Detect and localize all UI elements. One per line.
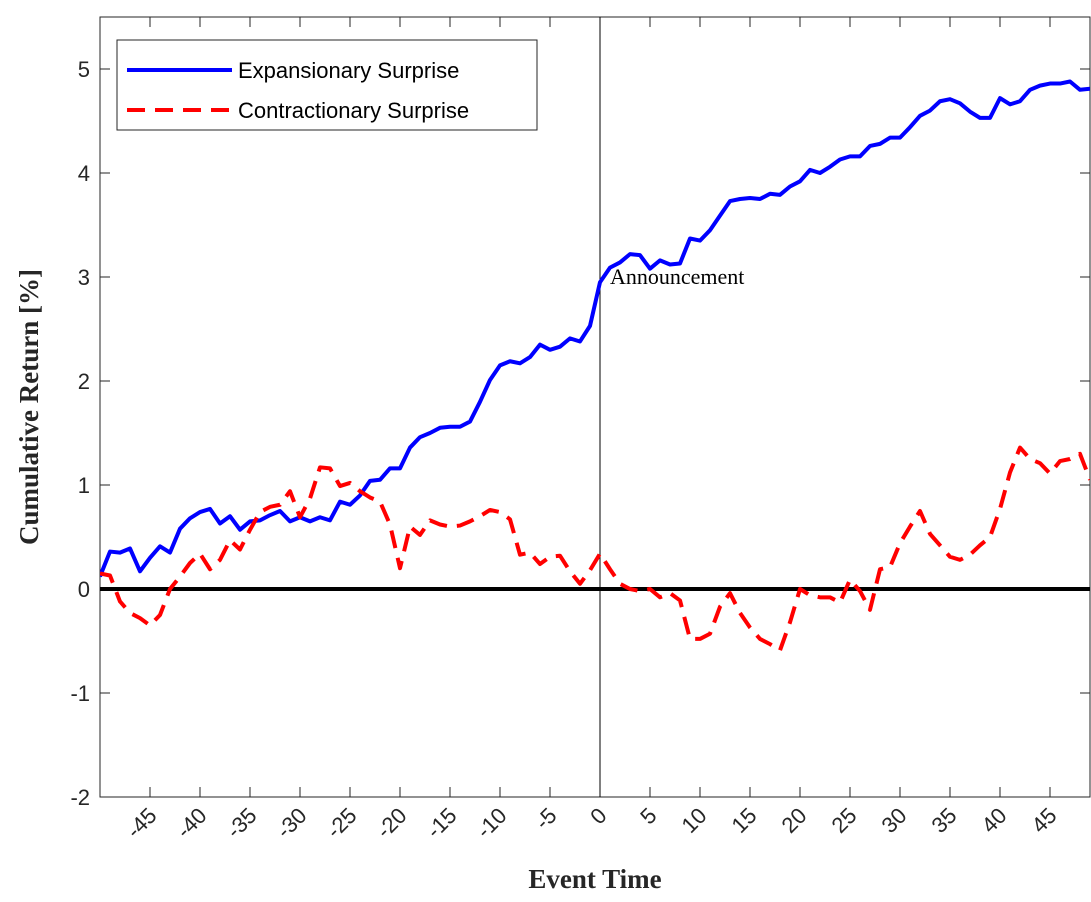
x-tick-label: 10	[677, 803, 712, 838]
data-line	[100, 79, 1090, 578]
data-line	[100, 445, 1090, 653]
x-tick-label: 0	[585, 803, 611, 829]
x-tick-label: -25	[321, 803, 361, 843]
x-tick-label: 40	[977, 803, 1012, 838]
x-tick-label: -35	[221, 803, 261, 843]
legend-label: Contractionary Surprise	[238, 98, 469, 123]
x-tick-label: 35	[927, 803, 962, 838]
x-tick-label: 20	[777, 803, 812, 838]
y-tick-label: 0	[78, 577, 90, 602]
y-tick-label: -2	[70, 785, 90, 810]
x-tick-label: -5	[530, 803, 562, 835]
x-tick-label: -30	[271, 803, 311, 843]
x-tick-label: -20	[371, 803, 411, 843]
y-tick-label: 3	[78, 265, 90, 290]
legend-box	[116, 39, 538, 131]
y-tick-label: 1	[78, 473, 90, 498]
x-tick-label: -40	[171, 803, 211, 843]
y-tick-label: 4	[78, 161, 90, 186]
x-tick-label: 25	[827, 803, 862, 838]
x-tick-label: 15	[727, 803, 762, 838]
y-tick-label: 2	[78, 369, 90, 394]
x-tick-label: 30	[877, 803, 912, 838]
plot-area	[99, 16, 1091, 798]
legend-label: Expansionary Surprise	[238, 58, 459, 83]
x-tick-label: 45	[1027, 803, 1062, 838]
x-tick-label: -45	[121, 803, 161, 843]
x-tick-label: -15	[421, 803, 461, 843]
annotation: Announcement	[610, 264, 744, 289]
y-axis-label: Cumulative Return [%]	[14, 269, 44, 545]
x-axis-label: Event Time	[528, 864, 661, 894]
x-tick-label: 5	[635, 803, 661, 829]
x-tick-label: -10	[471, 803, 511, 843]
y-tick-label: 5	[78, 57, 90, 82]
y-tick-label: -1	[70, 681, 90, 706]
